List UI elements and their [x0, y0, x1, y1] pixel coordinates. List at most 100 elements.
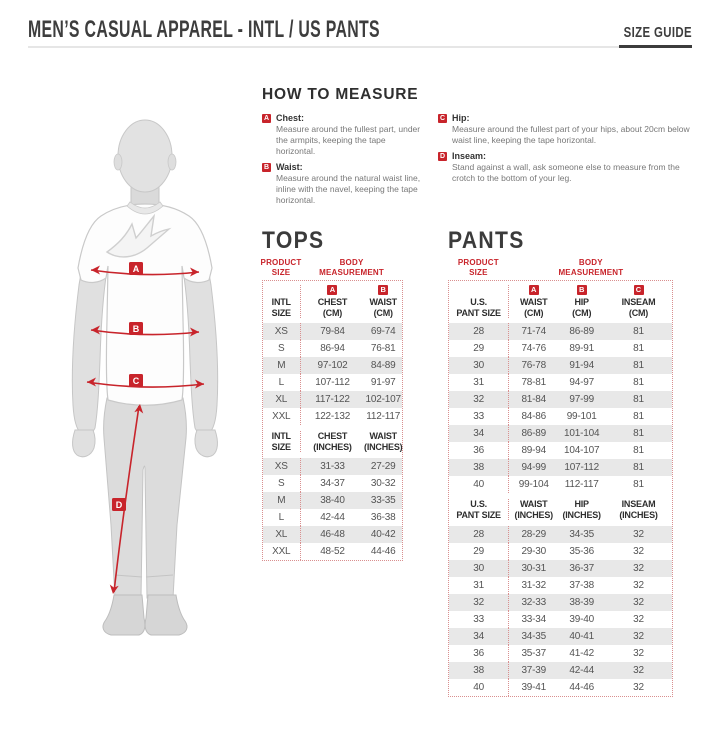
table-cell: 74-76	[521, 343, 547, 355]
product-size-header: PRODUCT SIZE	[261, 258, 302, 277]
table-cell: 107-112	[315, 377, 350, 389]
measure-ref-badge: A	[528, 285, 539, 296]
arrowhead-icon	[87, 377, 96, 387]
table-cell: 81	[633, 343, 644, 355]
table-cell: 30	[449, 357, 510, 375]
table-cell: 81	[633, 428, 644, 440]
arrowhead-icon	[190, 267, 199, 277]
table-cell: 32	[633, 664, 644, 676]
column-header: AU.S. PANT SIZE	[449, 285, 510, 319]
table-cell: 44-46	[370, 545, 396, 557]
table-cell: XL	[263, 391, 301, 409]
pants-cuff-right	[145, 574, 174, 578]
column-label: U.S. PANT SIZE	[456, 499, 501, 520]
measure-item-description: Measure around the natural waist line, i…	[276, 173, 421, 206]
table-cell: 32	[633, 545, 644, 557]
mannequin-hand-right	[194, 429, 218, 458]
table-row: L 107-112 91-97	[263, 374, 402, 392]
marker-c-badge	[129, 374, 143, 387]
table-cell: L	[263, 508, 301, 526]
column-label: INSEAM (INCHES)	[619, 499, 658, 520]
table-cell: 29	[449, 340, 510, 358]
table-cell: 33-35	[370, 494, 396, 506]
arrowhead-icon	[134, 404, 144, 414]
table-row: S 86-94 76-81	[263, 340, 402, 358]
column-header: A CHEST (CM)	[301, 285, 365, 318]
table-cell: 91-97	[370, 377, 396, 389]
table-cell: 81	[633, 394, 644, 406]
column-header: WAIST (INCHES)	[364, 431, 403, 452]
measure-item-text: Inseam: Stand against a wall, ask someone…	[452, 151, 692, 184]
table-cell: 27-29	[370, 460, 396, 472]
table-cell: 30-31	[521, 562, 547, 574]
inseam-measure-marker: D	[109, 404, 144, 594]
table-cell: 34-35	[521, 630, 547, 642]
table-cell: S	[263, 340, 301, 358]
size-guide-tab[interactable]: SIZE GUIDE	[623, 24, 692, 41]
mannequin-shoe-left	[102, 594, 146, 636]
pants-section: PANTS PRODUCT SIZE BODY MEASUREMENT AU.S…	[448, 227, 673, 697]
column-header: A WAIST (CM)	[509, 285, 558, 318]
table-cell: XL	[263, 525, 301, 543]
hip-measure-line	[86, 381, 205, 388]
table-row: XS 79-84 69-74	[263, 323, 402, 341]
table-cell: 35-36	[569, 545, 594, 557]
column-label: INTL SIZE	[271, 297, 291, 318]
table-cell: 32	[633, 528, 644, 540]
marker-a-letter: A	[133, 264, 140, 274]
table-cell: 81	[633, 411, 644, 423]
table-row: M 97-102 84-89	[263, 357, 402, 375]
table-cell: 30-32	[370, 477, 396, 489]
table-cell: 76-81	[370, 343, 396, 355]
table-cell: 40-42	[370, 528, 396, 540]
chest-measure-line	[90, 269, 200, 276]
table-cell: 46-48	[320, 528, 345, 540]
table-row: 36 89-94 104-107 81	[449, 442, 672, 460]
measure-column-right: C Hip: Measure around the fullest part of …	[438, 113, 692, 211]
arrowhead-icon	[109, 584, 119, 594]
table-row: 31 78-81 94-97 81	[449, 374, 672, 392]
table-sub-header: U.S. PANT SIZE WAIST (INCHES) HIP (INCHES)…	[449, 493, 672, 526]
column-header: B WAIST (CM)	[364, 285, 402, 318]
table-row: 40 39-41 44-46 32	[449, 678, 672, 696]
table-cell: 91-94	[569, 360, 594, 372]
table-row: M 38-40 33-35	[263, 491, 402, 509]
column-label: WAIST (CM)	[519, 297, 548, 318]
table-cell: 38-40	[320, 494, 345, 506]
column-header: HIP (INCHES)	[558, 499, 605, 520]
table-row: XS 31-33 27-29	[263, 457, 402, 475]
table-row: 30 30-31 36-37 32	[449, 559, 672, 577]
table-cell: 86-89	[569, 326, 594, 338]
table-cell: 32	[633, 681, 644, 693]
table-cell: 81-84	[521, 394, 547, 406]
table-cell: XS	[263, 457, 301, 475]
table-cell: 33	[449, 610, 510, 628]
table-row: 34 34-35 40-41 32	[449, 627, 672, 645]
table-cell: 38-39	[569, 596, 594, 608]
table-cell: 42-44	[569, 664, 594, 676]
column-header: INTL SIZE	[263, 431, 301, 452]
measure-item-text: Waist: Measure around the natural waist l…	[276, 162, 422, 206]
table-cell: 31	[449, 576, 510, 594]
tshirt-collar	[126, 201, 164, 215]
table-cell: 32	[633, 596, 644, 608]
column-label: WAIST (INCHES)	[514, 499, 554, 520]
body-measurement-label: BODY MEASUREMENT	[558, 258, 624, 277]
table-row: 38 94-99 107-112 81	[449, 459, 672, 477]
table-cell: 81	[633, 326, 644, 338]
table-row: 29 74-76 89-91 81	[449, 340, 672, 358]
body-measurement-label: BODY MEASUREMENT	[319, 258, 384, 277]
arrowhead-icon	[195, 379, 204, 389]
column-label: INSEAM (CM)	[621, 297, 656, 318]
table-row: 34 86-89 101-104 81	[449, 425, 672, 443]
table-cell: 79-84	[320, 326, 345, 338]
table-cell: 44-46	[569, 681, 594, 693]
marker-c-letter: C	[133, 376, 140, 386]
measure-item: C Hip: Measure around the fullest part of …	[438, 113, 692, 146]
table-cell: 34	[449, 425, 510, 443]
column-header: INSEAM (INCHES)	[605, 499, 672, 520]
table-cell: 81	[633, 479, 644, 491]
table-cell: 69-74	[370, 326, 396, 338]
body-measurement-header: BODY MEASUREMENT	[509, 258, 673, 277]
